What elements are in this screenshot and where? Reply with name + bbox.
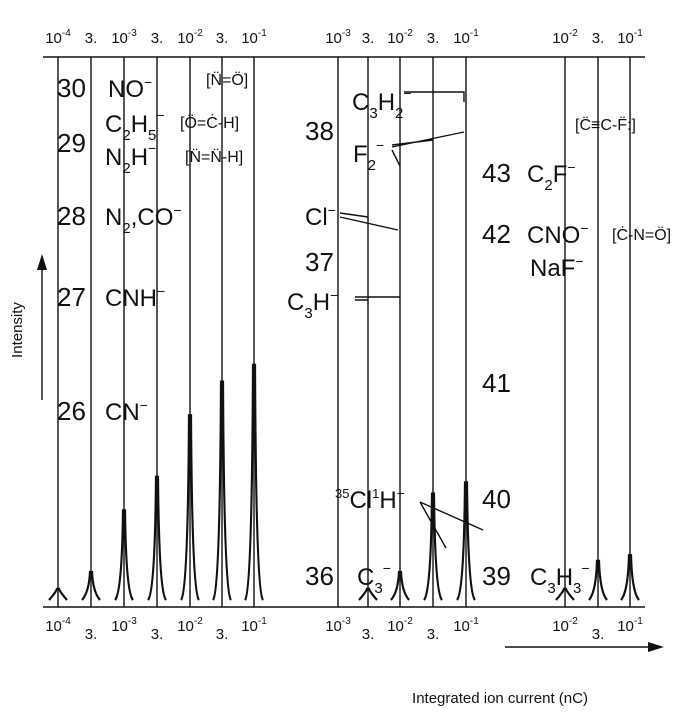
ion-naf-label: NaF− bbox=[530, 253, 584, 282]
bottom-tick-label-panel2-1: 3. bbox=[592, 626, 605, 643]
peak-panel_0-0 bbox=[48, 587, 68, 601]
c3h2-leader-line bbox=[404, 91, 465, 102]
mass-37-label: 37 bbox=[305, 247, 334, 277]
ion-c3-label: C3− bbox=[357, 560, 391, 597]
top-tick-label-panel1-2: 10-2 bbox=[387, 28, 413, 47]
top-tick-label-panel2-0: 10-2 bbox=[552, 28, 578, 47]
mass-43-label: 43 bbox=[482, 158, 511, 188]
bottom-tick-label-panel1-0: 10-3 bbox=[325, 616, 351, 635]
bottom-tick-label-panel0-3: 3. bbox=[151, 626, 164, 643]
top-tick-label-panel2-2: 10-1 bbox=[617, 28, 643, 47]
bottom-tick-label-panel0-4: 10-2 bbox=[177, 616, 203, 635]
peak-panel_1-0 bbox=[358, 587, 378, 601]
mass-42-label: 42 bbox=[482, 219, 511, 249]
struct-ccf-label: [C̈≡C-F̈:] bbox=[575, 115, 636, 134]
top-tick-label-panel0-5: 3. bbox=[216, 30, 229, 47]
bottom-tick-label-panel0-2: 10-3 bbox=[111, 616, 137, 635]
peak-panel_0-2 bbox=[114, 509, 134, 601]
peak-panel_1-1 bbox=[390, 570, 410, 601]
bottom-tick-label-panel0-6: 10-1 bbox=[241, 616, 267, 635]
ion-f2-label: F2− bbox=[353, 137, 384, 174]
clh-leader-lines bbox=[419, 501, 484, 549]
struct-cno-label: [Ċ-N=Ö] bbox=[612, 224, 671, 244]
ion-n2-co-label: N2,CO− bbox=[105, 202, 182, 237]
ion-clh-label: 35Cl1H− bbox=[335, 485, 405, 514]
ion-cn-label: CN− bbox=[105, 397, 148, 426]
mass-27-label: 27 bbox=[57, 282, 86, 312]
gridlines bbox=[57, 57, 631, 607]
peak-panel_0-1 bbox=[81, 570, 101, 601]
top-tick-label-panel0-3: 3. bbox=[151, 30, 164, 47]
y-axis-label: Intensity bbox=[9, 302, 26, 358]
peak-panel_1-2 bbox=[423, 492, 443, 601]
ion-c3h2-label: C3H2− bbox=[352, 85, 412, 122]
peak-traces bbox=[48, 363, 640, 601]
top-tick-label-panel0-2: 10-3 bbox=[111, 28, 137, 47]
mass-28-label: 28 bbox=[57, 201, 86, 231]
mass-40-label: 40 bbox=[482, 484, 511, 514]
mass-29-label: 29 bbox=[57, 128, 86, 158]
peak-panel_0-3 bbox=[147, 475, 167, 601]
top-tick-label-panel0-6: 10-1 bbox=[241, 28, 267, 47]
mass-26-label: 26 bbox=[57, 396, 86, 426]
f2-leader-lines bbox=[391, 131, 465, 167]
bottom-tick-label-panel0-1: 3. bbox=[85, 626, 98, 643]
mass-41-label: 41 bbox=[482, 368, 511, 398]
ion-c2f-label: C2F− bbox=[527, 159, 576, 194]
ion-cnh-label: CNH− bbox=[105, 283, 165, 312]
peak-panel_2-1 bbox=[588, 559, 608, 601]
top-tick-label-panel0-1: 3. bbox=[85, 30, 98, 47]
bottom-tick-label-panel1-2: 10-2 bbox=[387, 616, 413, 635]
bottom-tick-label-panel0-0: 10-4 bbox=[45, 616, 71, 635]
mass-39-label: 39 bbox=[482, 561, 511, 591]
struct-och-label: [Ö=Ċ-H] bbox=[180, 112, 239, 132]
peak-panel_1-3 bbox=[456, 481, 476, 601]
ion-cl-label: Cl− bbox=[305, 202, 336, 231]
top-tick-label-panel2-1: 3. bbox=[592, 30, 605, 47]
struct-nnh-label: [N̈=N̈-H] bbox=[185, 147, 243, 166]
peak-panel_0-5 bbox=[212, 380, 232, 601]
c3h-leader-lines bbox=[355, 296, 400, 301]
bottom-tick-label-panel1-3: 3. bbox=[427, 626, 440, 643]
x-axis-label: Integrated ion current (nC) bbox=[412, 690, 588, 707]
top-tick-label-panel1-3: 3. bbox=[427, 30, 440, 47]
top-tick-label-panel0-4: 10-2 bbox=[177, 28, 203, 47]
struct-no-label: [N̈=Ö] bbox=[206, 70, 248, 89]
peak-panel_0-6 bbox=[244, 363, 264, 601]
mass-38-label: 38 bbox=[305, 116, 334, 146]
ion-c3h3-label: C3H3− bbox=[530, 560, 590, 597]
top-tick-label-panel1-0: 10-3 bbox=[325, 28, 351, 47]
mass-36-label: 36 bbox=[305, 561, 334, 591]
top-tick-label-panel0-0: 10-4 bbox=[45, 28, 71, 47]
peak-panel_2-2 bbox=[620, 554, 640, 601]
peak-panel_0-4 bbox=[180, 414, 200, 601]
ion-no-label: NO− bbox=[108, 74, 152, 103]
ion-n2h-label: N2H− bbox=[105, 140, 156, 177]
top-tick-label-panel1-1: 3. bbox=[362, 30, 375, 47]
cl-leader-lines bbox=[339, 212, 399, 231]
bottom-tick-label-panel1-1: 3. bbox=[362, 626, 375, 643]
bottom-tick-label-panel2-2: 10-1 bbox=[617, 616, 643, 635]
x-axis-arrow-head bbox=[648, 642, 664, 652]
tick-labels: 10-4 10-4 3. 3. 10-3 10-3 3. 3. 10-2 10-2 3. 3. 10-1… bbox=[45, 28, 643, 643]
mass-30-label: 30 bbox=[57, 73, 86, 103]
top-tick-label-panel1-4: 10-1 bbox=[453, 28, 479, 47]
peak-panel_2-0 bbox=[555, 587, 575, 601]
ion-c2h5-label: C2H5− bbox=[105, 107, 165, 144]
intensity-arrow-head bbox=[37, 254, 47, 270]
bottom-tick-label-panel1-4: 10-1 bbox=[453, 616, 479, 635]
ion-c3h-label: C3H− bbox=[287, 287, 338, 322]
bottom-tick-label-panel2-0: 10-2 bbox=[552, 616, 578, 635]
bottom-tick-label-panel0-5: 3. bbox=[216, 626, 229, 643]
ion-cno-label: CNO− bbox=[527, 220, 589, 249]
